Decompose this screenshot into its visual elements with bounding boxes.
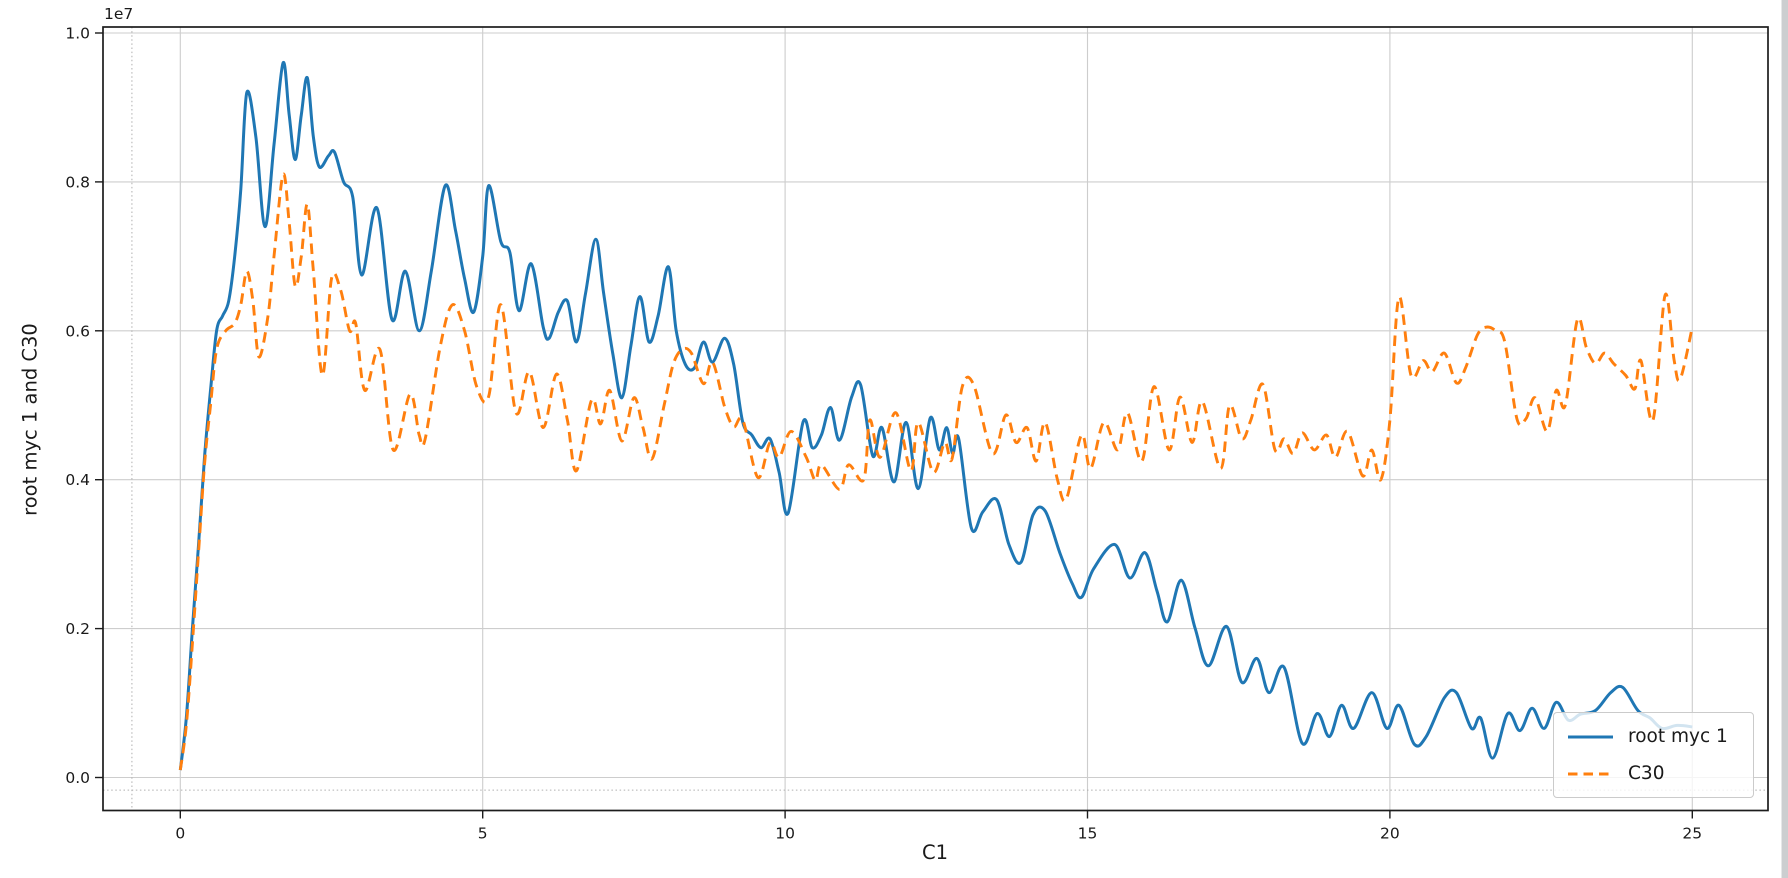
series-line-c30 [178,172,1694,771]
x-tick-label: 20 [1380,825,1400,843]
legend-label: root myc 1 [1628,726,1728,747]
y-tick-label: 0.2 [65,620,90,638]
x-tick-label: 5 [478,825,488,843]
screen-right-edge [1781,0,1788,878]
series-line-root-myc-1 [178,61,1693,771]
y-axis-label: root myc 1 and C30 [18,323,42,516]
y-tick-label: 0.0 [65,769,90,787]
legend-dashed-line-icon [1568,772,1613,775]
legend-entry-root-myc-1: root myc 1 [1567,718,1753,755]
legend-label: C30 [1628,763,1665,784]
y-tick-label: 0.8 [65,173,90,191]
x-tick-label: 25 [1682,825,1702,843]
legend-box: root myc 1 C30 [1553,712,1754,798]
y-tick-label: 1.0 [65,25,90,43]
x-tick-label: 10 [775,825,795,843]
legend-solid-line-icon [1568,735,1613,738]
x-tick-label: 0 [175,825,185,843]
y-tick-label: 0.6 [65,322,90,340]
y-tick-label: 0.4 [65,471,90,489]
legend-entry-c30: C30 [1567,755,1753,792]
y-axis-offset-text: 1e7 [104,5,134,23]
x-axis-label: C1 [921,841,949,864]
x-tick-label: 15 [1078,825,1098,843]
axes-spines [102,26,1769,812]
